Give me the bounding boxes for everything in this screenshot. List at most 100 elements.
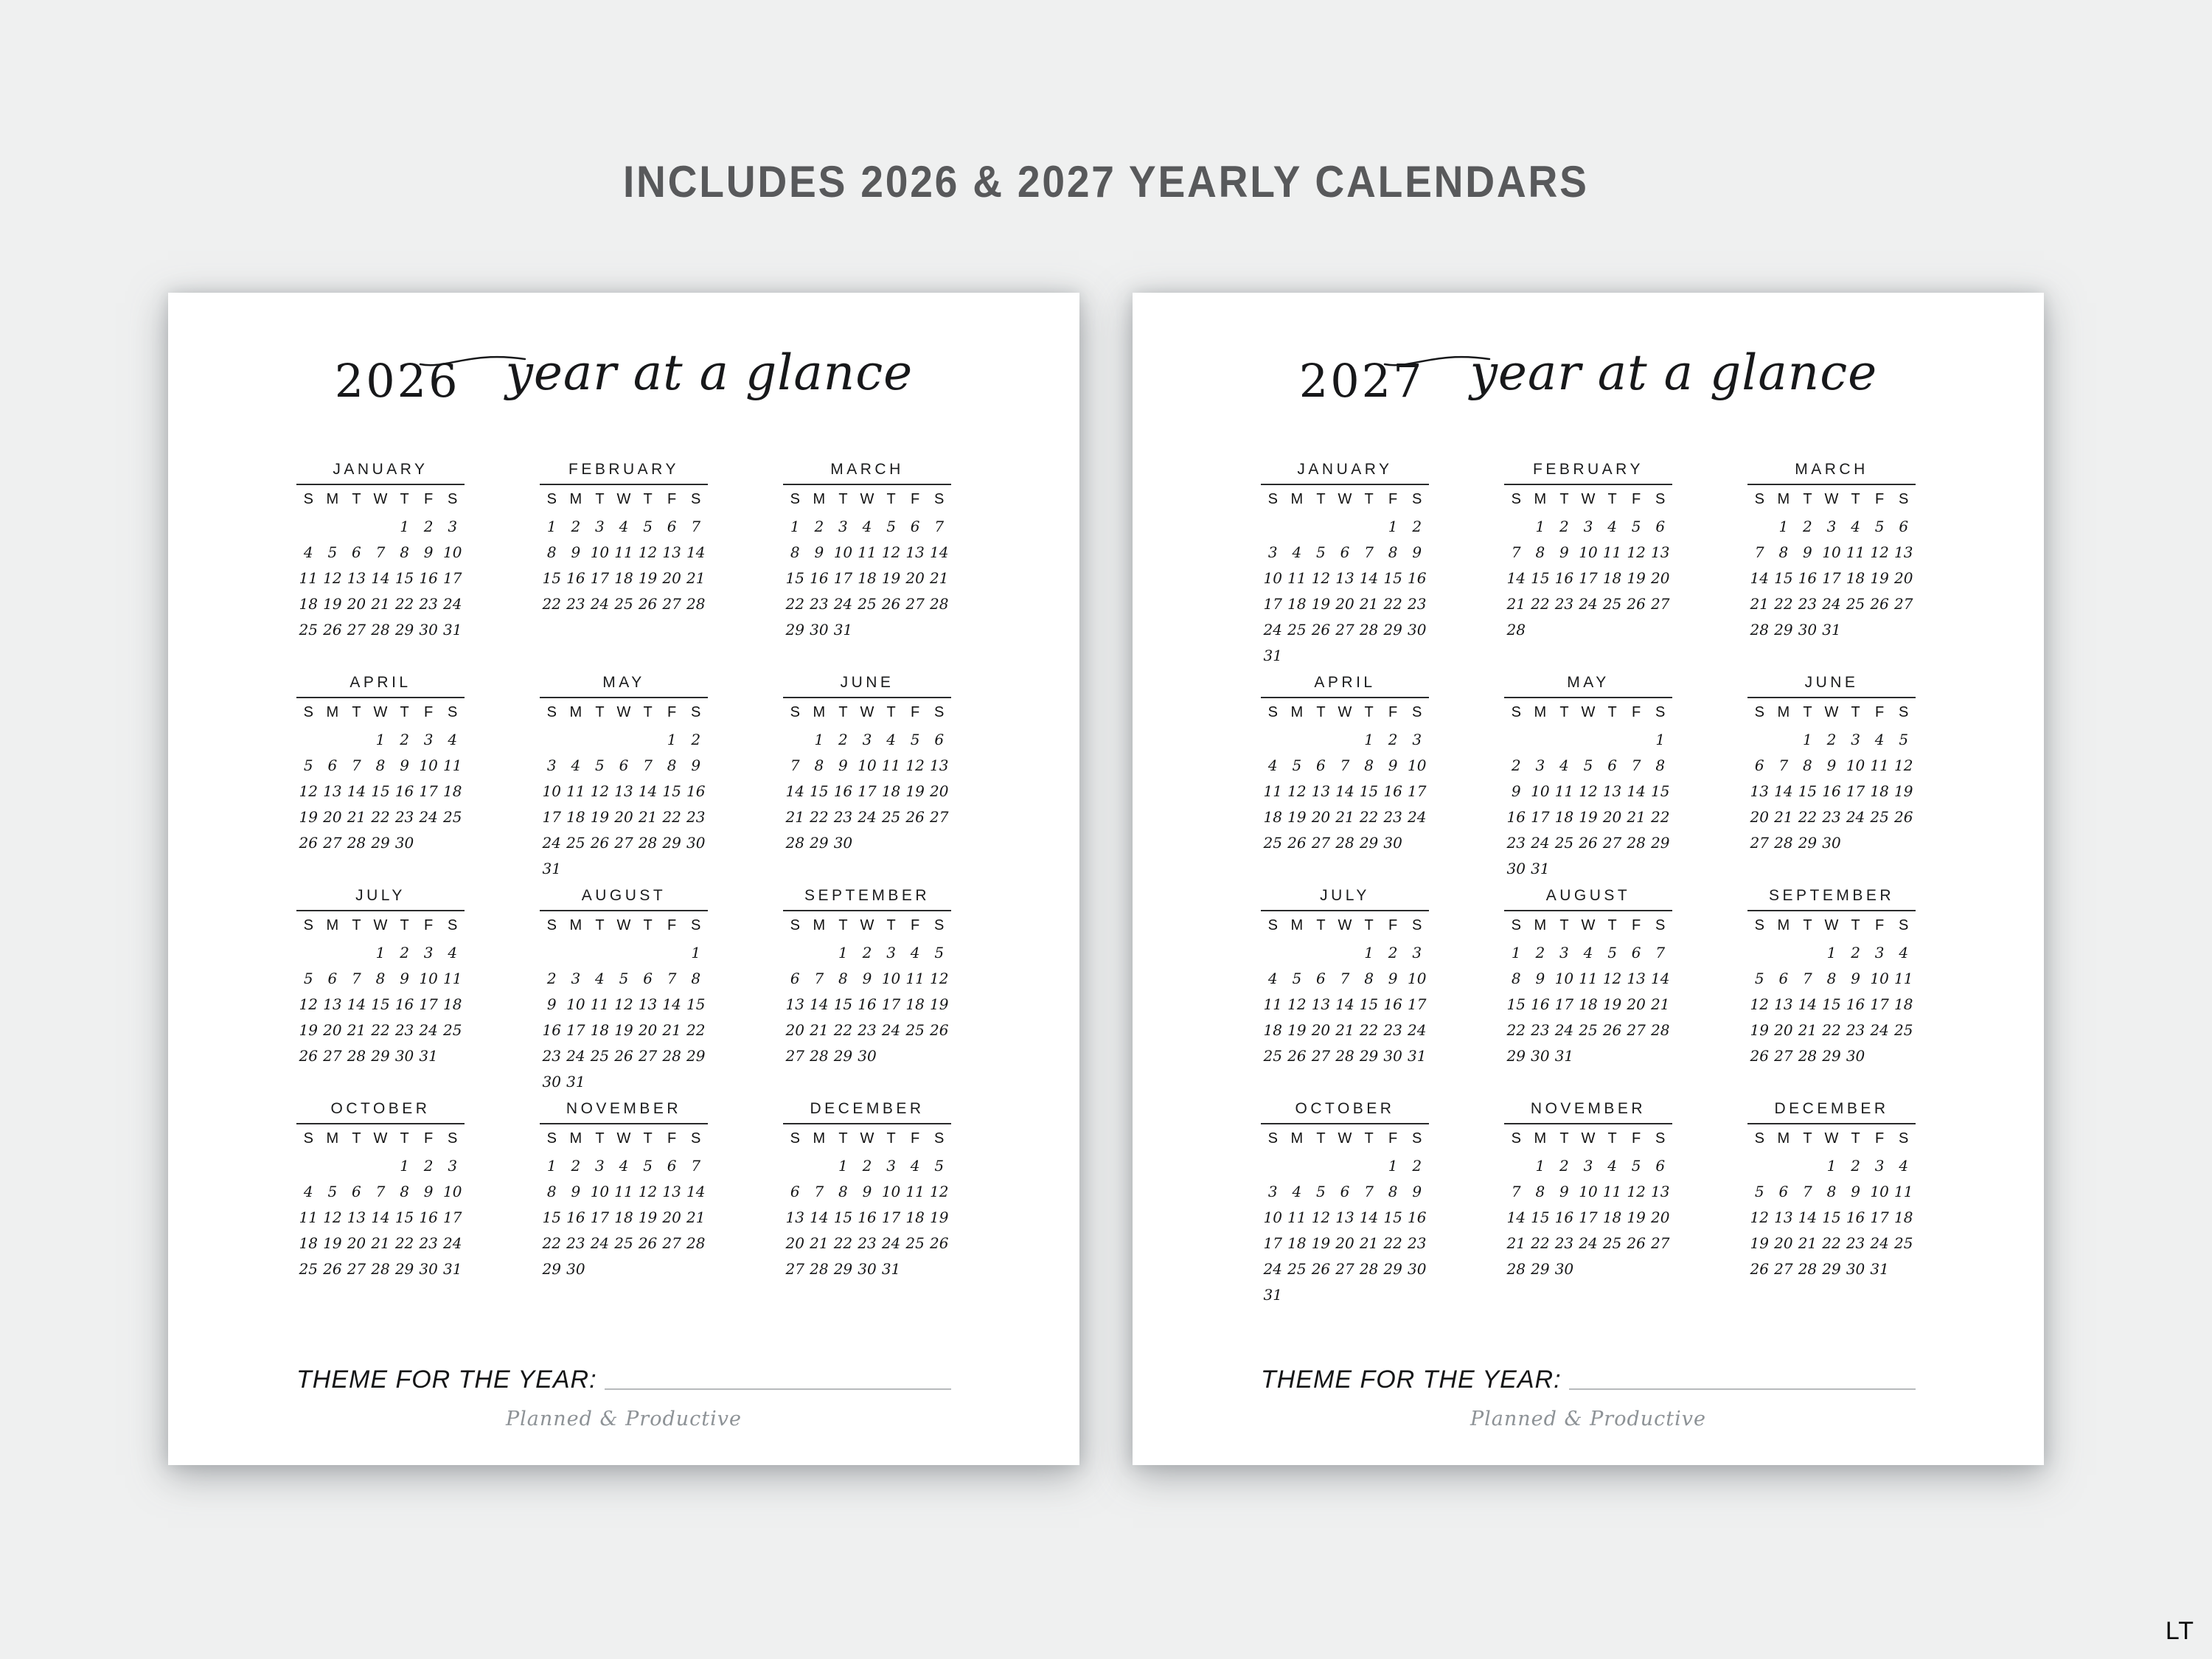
weekday-label: T <box>1851 917 1860 933</box>
date-cell: 26 <box>1579 833 1598 852</box>
date-cell: 7 <box>1655 943 1666 961</box>
weekday-label: F <box>424 490 434 507</box>
date-cell: 7 <box>1340 756 1350 774</box>
date-cell: 9 <box>423 543 434 561</box>
date-cell: 15 <box>371 995 390 1013</box>
date-cell: 29 <box>394 1259 414 1278</box>
date-cell: 9 <box>423 1182 434 1200</box>
date-cell: 13 <box>1602 782 1622 800</box>
weekday-label: T <box>1316 917 1326 933</box>
date-cell: 11 <box>614 543 633 561</box>
date-cell: 5 <box>1292 756 1302 774</box>
dates-grid: 1 2 3 4 5 6 7 8 9 10 11 12 13 14 15 16 17 18 19 20 21 22 23 24 2… <box>296 513 465 642</box>
dates-grid: 1 2 3 4 5 6 7 8 9 10 11 12 13 14 15 16 17 18 19 20 21 22 23 24 2… <box>1261 1152 1429 1307</box>
date-cell: 5 <box>1316 543 1326 561</box>
month-title: APRIL <box>1314 674 1376 691</box>
date-cell: 7 <box>1340 969 1350 987</box>
month-divider <box>783 1123 951 1124</box>
date-cell: 23 <box>566 1234 585 1252</box>
date-cell: 16 <box>833 782 853 800</box>
date-cell: 4 <box>886 730 896 748</box>
date-cell: 17 <box>590 1208 610 1226</box>
dates-grid: 1 2 3 4 5 6 7 8 9 10 11 12 13 14 15 16 17 18 19 20 21 22 23 24 2… <box>540 1152 708 1281</box>
date-cell: 24 <box>1407 1020 1427 1039</box>
weekday-label: M <box>326 917 339 933</box>
date-cell: 20 <box>323 807 342 826</box>
date-cell: 30 <box>394 1046 414 1065</box>
date-cell: 19 <box>1311 1234 1331 1252</box>
weekday-label: M <box>1777 1130 1790 1147</box>
date-cell: 30 <box>1531 1046 1550 1065</box>
date-cell: 13 <box>1311 782 1331 800</box>
month-june: JUNE S M T W T F S 1 2 3 4 5 6 7 8 9 10 11 12 13 14 15 16 17 18 19… <box>783 674 951 887</box>
date-cell: 9 <box>1559 1182 1569 1200</box>
date-cell: 3 <box>448 1156 458 1175</box>
weekday-label: S <box>1267 1130 1278 1147</box>
date-cell: 17 <box>1846 782 1865 800</box>
dates-grid: 1 2 3 4 5 6 7 8 9 10 11 12 13 14 15 16 17 18 19 20 21 22 23 24 2… <box>1504 1152 1672 1281</box>
date-cell: 14 <box>1506 1208 1526 1226</box>
months-grid: JANUARY S M T W T F S 1 2 3 4 5 6 7 8 9 10 11 12 13 14 15 16 17 1… <box>296 461 951 1313</box>
month-title: JUNE <box>1804 674 1859 691</box>
date-cell: 7 <box>790 756 800 774</box>
date-cell: 27 <box>347 620 366 639</box>
date-cell: 16 <box>1554 568 1574 587</box>
date-cell: 4 <box>910 943 920 961</box>
date-cell: 1 <box>400 517 409 535</box>
date-cell: 15 <box>1506 995 1526 1013</box>
weekday-label: M <box>1777 490 1790 507</box>
date-cell: 1 <box>667 730 677 748</box>
date-cell: 10 <box>833 543 853 561</box>
weekday-label: S <box>1412 917 1422 933</box>
date-cell: 24 <box>1870 1234 1889 1252</box>
weekday-label: F <box>667 1130 677 1147</box>
weekday-label: T <box>1364 703 1374 720</box>
date-cell: 17 <box>419 782 438 800</box>
date-cell: 24 <box>419 807 438 826</box>
date-cell: 29 <box>1650 833 1670 852</box>
weekday-label: T <box>1316 1130 1326 1147</box>
date-cell: 18 <box>299 1234 318 1252</box>
date-cell: 6 <box>643 969 653 987</box>
date-cell: 12 <box>638 543 658 561</box>
date-cell: 8 <box>546 1182 557 1200</box>
date-cell: 16 <box>566 1208 585 1226</box>
date-cell: 11 <box>905 1182 925 1200</box>
date-cell: 2 <box>1803 517 1812 535</box>
date-cell: 24 <box>881 1234 901 1252</box>
date-cell: 1 <box>1364 730 1374 748</box>
date-cell: 3 <box>1412 730 1422 748</box>
date-cell: 7 <box>1511 1182 1521 1200</box>
date-cell: 2 <box>1535 943 1545 961</box>
date-cell: 10 <box>419 969 438 987</box>
date-cell: 31 <box>566 1072 585 1091</box>
date-cell: 8 <box>838 969 848 987</box>
date-cell: 20 <box>614 807 633 826</box>
date-cell: 18 <box>614 568 633 587</box>
dates-grid: 1 2 3 4 5 6 7 8 9 10 11 12 13 14 15 16 17 18 19 20 21 22 23 24 2… <box>1504 726 1672 881</box>
date-cell: 13 <box>1335 1208 1354 1226</box>
date-cell: 1 <box>546 517 557 535</box>
date-cell: 3 <box>1267 1182 1278 1200</box>
date-cell: 28 <box>686 1234 706 1252</box>
date-cell: 21 <box>1506 594 1526 613</box>
month-title: AUGUST <box>1545 887 1631 904</box>
date-cell: 13 <box>662 1182 681 1200</box>
date-cell: 14 <box>638 782 658 800</box>
date-cell: 20 <box>662 1208 681 1226</box>
date-cell: 2 <box>423 1156 434 1175</box>
date-cell: 19 <box>299 807 318 826</box>
weekday-label: S <box>790 1130 800 1147</box>
date-cell: 17 <box>1407 782 1427 800</box>
date-cell: 10 <box>858 756 877 774</box>
weekday-label: T <box>1316 703 1326 720</box>
date-cell: 18 <box>442 782 462 800</box>
date-cell: 10 <box>1822 543 1841 561</box>
date-cell: 23 <box>858 1020 877 1039</box>
date-cell: 6 <box>667 517 677 535</box>
date-cell: 12 <box>1627 1182 1646 1200</box>
date-cell: 15 <box>1383 568 1402 587</box>
date-cell: 26 <box>905 807 925 826</box>
